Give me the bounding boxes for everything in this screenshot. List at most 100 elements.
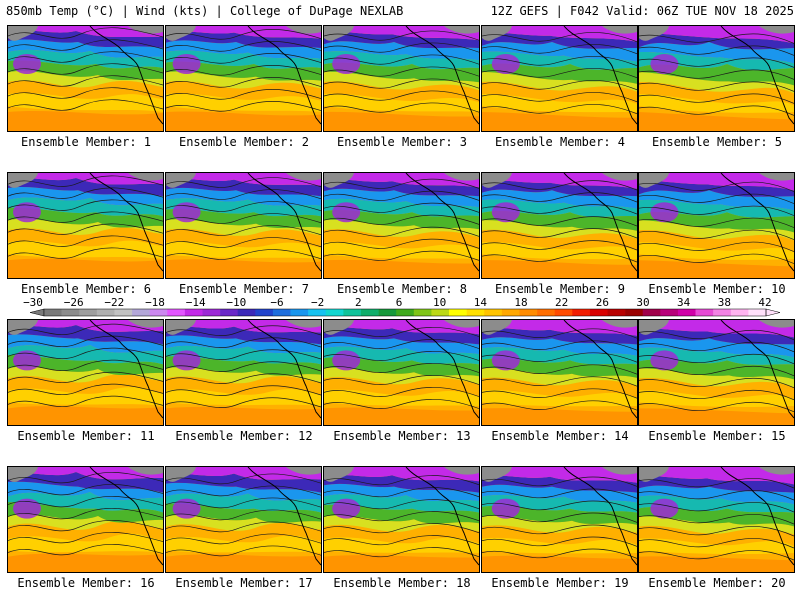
height-contour bbox=[482, 476, 637, 487]
temperature-band bbox=[166, 467, 321, 480]
height-contour bbox=[166, 29, 321, 40]
temperature-band bbox=[166, 345, 321, 365]
ensemble-member-label: Ensemble Member: 2 bbox=[178, 135, 310, 149]
temperature-field-map bbox=[482, 320, 637, 425]
temperature-band bbox=[8, 514, 163, 530]
height-contour bbox=[8, 496, 163, 508]
colorbar-segment bbox=[730, 309, 749, 316]
height-contour bbox=[482, 488, 637, 499]
temperature-band bbox=[482, 112, 637, 131]
temperature-band bbox=[324, 26, 479, 41]
ensemble-member-map bbox=[165, 25, 322, 132]
temperature-field-map bbox=[324, 467, 479, 572]
ensemble-member-map bbox=[638, 172, 795, 279]
ensemble-member-label: Ensemble Member: 18 bbox=[333, 576, 471, 590]
colorbar-tick-label: 30 bbox=[636, 296, 649, 309]
temperature-band bbox=[8, 345, 163, 365]
height-contour bbox=[639, 377, 794, 389]
colorbar-segment bbox=[202, 309, 221, 316]
arctic-cold-patch bbox=[482, 467, 637, 482]
colorbar-segment bbox=[79, 309, 98, 316]
height-contour bbox=[324, 535, 479, 546]
height-contour bbox=[482, 44, 637, 55]
temperature-band bbox=[482, 347, 637, 365]
height-contour bbox=[324, 42, 479, 53]
coastline bbox=[89, 467, 163, 566]
temperature-band bbox=[324, 320, 479, 335]
height-contour bbox=[482, 536, 637, 547]
cold-core-low bbox=[491, 54, 520, 74]
colorbar-segment bbox=[96, 309, 115, 316]
colorbar-segment bbox=[677, 309, 696, 316]
temperature-band bbox=[324, 179, 479, 197]
temperature-field-map bbox=[166, 26, 321, 131]
temperature-band bbox=[324, 555, 479, 572]
colorbar-segment bbox=[149, 309, 168, 316]
colorbar-tick-label: 6 bbox=[396, 296, 403, 309]
height-contour bbox=[8, 27, 163, 39]
temperature-band bbox=[166, 111, 321, 131]
height-contour bbox=[8, 544, 163, 556]
temperature-band bbox=[639, 390, 794, 407]
ensemble-member-map bbox=[7, 466, 164, 573]
arctic-cold-patch bbox=[482, 320, 637, 335]
height-contour bbox=[639, 93, 794, 104]
height-contour bbox=[324, 351, 479, 361]
temperature-band bbox=[482, 408, 637, 425]
arctic-cold-patch bbox=[482, 173, 637, 188]
colorbar-segment bbox=[713, 309, 732, 316]
cold-core-low bbox=[332, 202, 361, 223]
colorbar-segment bbox=[237, 309, 256, 316]
temperature-band bbox=[639, 26, 794, 44]
colorbar-tick-label: −14 bbox=[186, 296, 206, 309]
colorbar-segment bbox=[360, 309, 379, 316]
height-contour bbox=[639, 329, 794, 341]
coastline bbox=[247, 320, 321, 419]
height-contour bbox=[8, 175, 163, 187]
colorbar-segment bbox=[449, 309, 467, 316]
coastline bbox=[405, 173, 479, 272]
coastline bbox=[247, 173, 321, 272]
colorbar-segment bbox=[660, 309, 679, 316]
height-contour bbox=[639, 401, 794, 413]
ensemble-member-map bbox=[323, 25, 480, 132]
colorbar-segment bbox=[290, 309, 309, 316]
temperature-band bbox=[166, 406, 321, 425]
height-contour bbox=[324, 523, 479, 534]
coastline bbox=[563, 173, 637, 272]
temperature-band bbox=[8, 111, 163, 131]
temperature-band bbox=[639, 180, 794, 197]
height-contour bbox=[482, 228, 637, 239]
height-contour bbox=[482, 388, 637, 399]
height-contour bbox=[639, 490, 794, 501]
ensemble-member-map bbox=[323, 319, 480, 426]
arctic-cold-patch bbox=[166, 320, 321, 335]
cold-core-low bbox=[332, 498, 361, 519]
arctic-cold-patch bbox=[8, 26, 163, 41]
ensemble-member-map bbox=[165, 172, 322, 279]
temperature-band bbox=[482, 368, 637, 386]
height-contour bbox=[166, 65, 321, 76]
height-contour bbox=[324, 238, 479, 249]
height-contour bbox=[324, 375, 479, 385]
temperature-band bbox=[8, 240, 163, 259]
colorbar-segment bbox=[519, 309, 538, 316]
temperature-band bbox=[324, 31, 479, 49]
cold-core-low bbox=[491, 498, 520, 519]
height-contour bbox=[324, 475, 479, 486]
temperature-band bbox=[166, 356, 321, 376]
temperature-band bbox=[8, 207, 163, 228]
temperature-band bbox=[166, 367, 321, 384]
temperature-band bbox=[639, 368, 794, 388]
arctic-cold-patch bbox=[8, 173, 163, 188]
arctic-cold-patch bbox=[324, 26, 479, 41]
arctic-cold-patch bbox=[639, 173, 794, 188]
temperature-band bbox=[639, 506, 794, 527]
temperature-band bbox=[324, 198, 479, 217]
temperature-band bbox=[639, 408, 794, 425]
arctic-cold-patch bbox=[8, 320, 163, 335]
temperature-band bbox=[639, 220, 794, 241]
arctic-cold-patch bbox=[324, 467, 479, 482]
temperature-band bbox=[166, 93, 321, 112]
temperature-band bbox=[482, 260, 637, 278]
